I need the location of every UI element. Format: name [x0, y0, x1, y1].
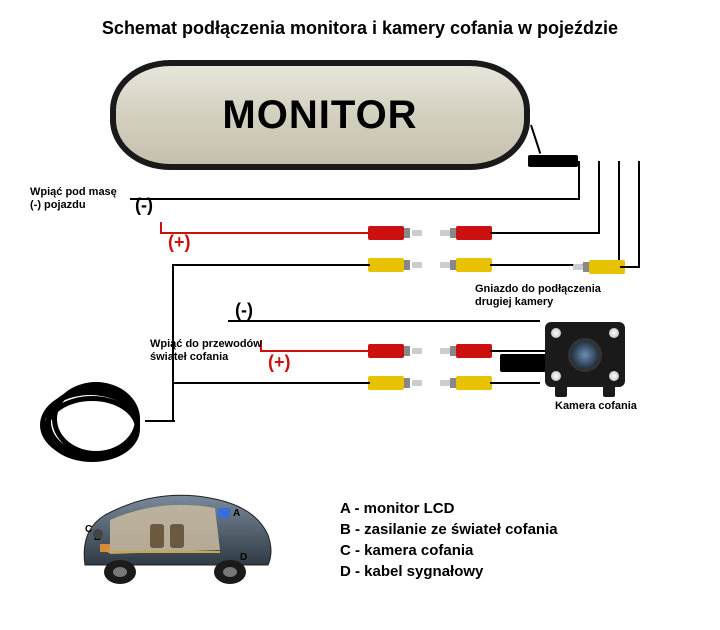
- wire-ground-bottom: [228, 320, 540, 322]
- rca-red-bottom-right: [432, 344, 492, 358]
- wire-black-to-red-top: [490, 232, 600, 234]
- wire-ground-top: [130, 198, 580, 200]
- wire-v1: [578, 161, 580, 199]
- rca-red-top-left: [368, 226, 428, 240]
- svg-text:C: C: [85, 524, 92, 535]
- mirror-monitor: MONITOR: [110, 60, 530, 170]
- legend-item: D - kabel sygnałowy: [340, 563, 558, 580]
- legend-item: C - kamera cofania: [340, 542, 558, 559]
- ann-camera: Kamera cofania: [555, 400, 637, 413]
- cable-coil-icon: [40, 380, 150, 470]
- svg-text:A: A: [233, 508, 240, 519]
- mirror-label: MONITOR: [222, 93, 417, 138]
- wire-v3: [618, 161, 620, 271]
- wire-red-top-up: [160, 222, 162, 234]
- camera-mount-foot: [603, 383, 615, 397]
- rca-red-top-right: [432, 226, 492, 240]
- wire-second-cam: [620, 266, 640, 268]
- wire-mirror-pigtail: [530, 125, 541, 154]
- camera-led-icon: [551, 328, 561, 338]
- page-title: Schemat podłączenia monitora i kamery co…: [0, 18, 720, 39]
- camera-mount-foot: [555, 383, 567, 397]
- rca-yellow-top-right: [432, 258, 492, 272]
- car-cutaway-illustration: A B C D: [70, 480, 280, 600]
- ann-chassis-ground: Wpiąć pod masę(-) pojazdu: [30, 186, 117, 212]
- wire-black-left-of-yellow-top: [172, 264, 370, 266]
- polarity-plus-bottom: (+): [268, 352, 291, 373]
- legend-item: A - monitor LCD: [340, 500, 558, 517]
- camera-led-icon: [551, 371, 561, 381]
- wire-black-left-of-yellow-bottom: [172, 382, 370, 384]
- ann-second-cam: Gniazdo do podłączeniadrugiej kamery: [475, 283, 601, 309]
- camera-led-icon: [609, 371, 619, 381]
- rca-yellow-bottom-left: [368, 376, 428, 390]
- legend-item: B - zasilanie ze świateł cofania: [340, 521, 558, 538]
- camera-lens-icon: [568, 338, 602, 372]
- svg-text:D: D: [240, 552, 247, 563]
- polarity-plus-top: (+): [168, 232, 191, 253]
- polarity-minus-bottom: (-): [235, 300, 253, 321]
- wire-black-to-yellow-bottom: [490, 382, 540, 384]
- wire-to-coil-h: [145, 420, 175, 422]
- wire-black-to-red-bottom: [490, 350, 545, 352]
- polarity-minus-top: (-): [135, 195, 153, 216]
- reverse-camera: [545, 322, 625, 387]
- wire-v4: [638, 161, 640, 266]
- rca-yellow-bottom-right: [432, 376, 492, 390]
- rca-yellow-top-left: [368, 258, 428, 272]
- rca-red-bottom-left: [368, 344, 428, 358]
- legend: A - monitor LCD B - zasilanie ze świateł…: [340, 500, 558, 584]
- rca-yellow-second-cam: [565, 260, 625, 274]
- wire-v2: [598, 161, 600, 233]
- wire-red-top: [160, 232, 380, 234]
- camera-led-icon: [609, 328, 619, 338]
- ann-reverse-light: Wpiąć do przewodówświateł cofania: [150, 338, 262, 364]
- mirror-cable-connector: [528, 155, 578, 167]
